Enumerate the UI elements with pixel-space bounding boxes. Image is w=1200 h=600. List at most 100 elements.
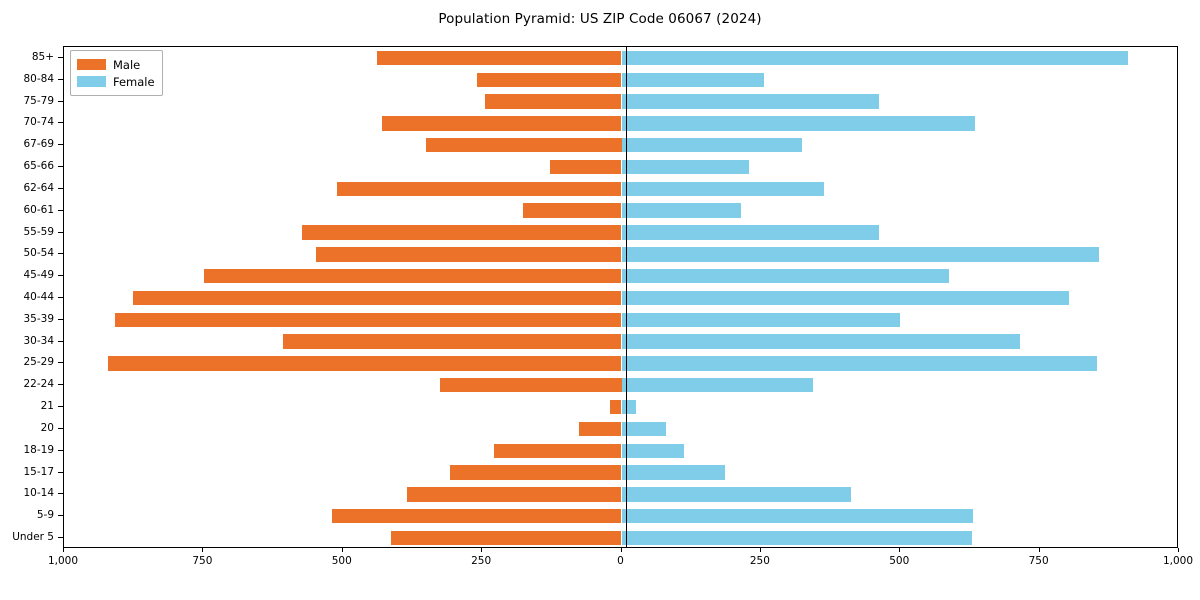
y-tick-mark (58, 318, 63, 320)
legend-item-female: Female (77, 73, 155, 90)
bar-male-62-64 (336, 181, 622, 197)
bar-male-20 (579, 421, 622, 437)
bar-female-25-29 (621, 356, 1098, 371)
x-tick-mark (759, 548, 761, 552)
bar-male-75-79 (485, 94, 622, 109)
y-tick-mark (58, 515, 63, 517)
bar-female-under-5 (621, 530, 973, 546)
bar-male-25-29 (108, 356, 622, 371)
bar-female-40-44 (621, 290, 1069, 306)
y-tick-mark (58, 340, 63, 342)
bar-female-35-39 (621, 312, 901, 327)
y-tick-mark (58, 78, 63, 80)
x-tick-label: 500 (889, 555, 910, 567)
y-tick-mark (58, 253, 63, 255)
x-tick-label: 250 (749, 555, 770, 567)
y-tick-label-under-5: Under 5 (12, 531, 54, 544)
x-tick-mark (341, 548, 343, 552)
y-tick-label-18-19: 18-19 (23, 443, 54, 456)
plot-area (63, 46, 1178, 548)
bar-row (64, 159, 1177, 175)
bar-male-30-34 (282, 334, 622, 349)
y-tick-mark (58, 406, 63, 408)
y-tick-label-10-14: 10-14 (23, 487, 54, 500)
y-tick-label-20: 20 (40, 421, 54, 434)
bar-row (64, 399, 1177, 415)
bar-row (64, 138, 1177, 153)
bar-male-60-61 (522, 203, 622, 218)
y-tick-mark (58, 231, 63, 233)
bar-row (64, 72, 1177, 87)
y-tick-mark (58, 144, 63, 146)
bar-female-70-74 (621, 116, 975, 131)
bar-female-80-84 (621, 72, 765, 87)
chart-title: Population Pyramid: US ZIP Code 06067 (2… (438, 11, 762, 27)
bar-female-15-17 (621, 465, 725, 480)
y-tick-label-35-39: 35-39 (23, 312, 54, 325)
bar-male-80-84 (477, 72, 622, 87)
bar-female-45-49 (621, 268, 949, 284)
legend-swatch-female (77, 76, 106, 87)
y-tick-mark (58, 275, 63, 277)
bar-female-22-24 (621, 378, 814, 393)
y-tick-label-15-17: 15-17 (23, 465, 54, 478)
bar-row (64, 312, 1177, 327)
bar-male-85- (377, 50, 622, 66)
bar-male-under-5 (391, 530, 622, 546)
bar-female-50-54 (621, 247, 1099, 262)
x-tick-label: 750 (1028, 555, 1049, 567)
bar-male-21 (610, 399, 622, 415)
bar-row (64, 487, 1177, 502)
bar-female-55-59 (621, 225, 880, 240)
bar-row (64, 290, 1177, 306)
x-tick-label: 1,000 (1162, 555, 1194, 567)
bar-female-5-9 (621, 509, 974, 524)
bar-female-30-34 (621, 334, 1021, 349)
bar-row (64, 181, 1177, 197)
bar-female-60-61 (621, 203, 742, 218)
bar-row (64, 443, 1177, 458)
bar-female-65-66 (621, 159, 749, 175)
y-tick-label-25-29: 25-29 (23, 356, 54, 369)
y-tick-label-40-44: 40-44 (23, 291, 54, 303)
bar-male-40-44 (132, 290, 622, 306)
bar-male-67-69 (426, 138, 622, 153)
legend-label-female: Female (113, 74, 155, 89)
bar-male-45-49 (203, 268, 622, 284)
y-tick-mark (58, 187, 63, 189)
y-tick-label-60-61: 60-61 (23, 203, 54, 216)
bar-female-67-69 (621, 138, 803, 153)
x-tick-mark (202, 548, 204, 552)
legend-label-male: Male (113, 57, 141, 72)
y-tick-mark (58, 362, 63, 364)
y-tick-mark (58, 449, 63, 451)
bar-male-35-39 (114, 312, 622, 327)
bar-male-5-9 (332, 509, 622, 524)
bar-male-55-59 (302, 225, 622, 240)
y-tick-label-5-9: 5-9 (36, 509, 54, 522)
y-tick-mark (58, 122, 63, 124)
y-tick-mark (58, 166, 63, 168)
bar-row (64, 225, 1177, 240)
y-tick-label-22-24: 22-24 (23, 378, 54, 391)
y-tick-label-45-49: 45-49 (23, 269, 54, 282)
bar-row (64, 247, 1177, 262)
x-tick-mark (481, 548, 483, 552)
bar-male-22-24 (440, 378, 622, 393)
y-tick-mark (58, 209, 63, 211)
x-tick-mark (1178, 548, 1179, 552)
y-tick-label-85-: 85+ (31, 50, 54, 63)
bar-female-10-14 (621, 487, 851, 502)
y-tick-mark (58, 100, 63, 102)
zero-axis-line (625, 47, 627, 547)
bar-male-65-66 (550, 159, 622, 175)
chart-legend: Male Female (70, 50, 163, 96)
legend-swatch-male (77, 59, 106, 70)
bar-female-20 (621, 421, 667, 437)
y-tick-mark (58, 471, 63, 473)
x-tick-mark (1038, 548, 1040, 552)
bar-row (64, 378, 1177, 393)
bar-row (64, 116, 1177, 131)
y-tick-label-62-64: 62-64 (23, 181, 54, 194)
bar-row (64, 94, 1177, 109)
